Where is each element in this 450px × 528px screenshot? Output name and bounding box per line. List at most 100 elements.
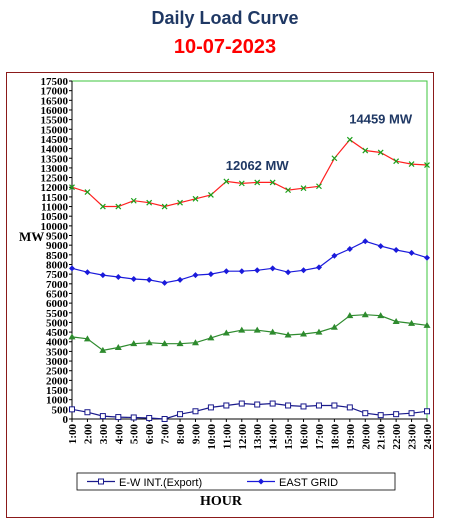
annotations: 12062 MW 14459 MW — [226, 112, 413, 173]
data-point-triangle — [114, 344, 122, 351]
data-point-square — [269, 400, 276, 407]
data-point-square — [69, 406, 75, 413]
data-point-x — [177, 199, 183, 206]
data-point-square — [315, 402, 322, 409]
data-point-triangle — [238, 326, 246, 333]
data-point-square — [331, 402, 338, 409]
data-point-x — [207, 192, 214, 198]
data-point-diamond — [84, 269, 91, 276]
x-tick-label: 18:00 — [329, 424, 341, 450]
data-point-x — [223, 178, 230, 185]
x-tick-label: 7:00 — [160, 424, 172, 445]
legend-box — [76, 472, 396, 491]
y-tick-label: 6500 — [46, 288, 69, 300]
series-line-3 — [71, 402, 428, 420]
data-point-diamond — [362, 238, 369, 245]
data-point-triangle — [176, 340, 184, 347]
data-point-triangle — [99, 346, 107, 353]
data-point-square — [377, 412, 384, 419]
y-tick-label: 4500 — [46, 327, 69, 339]
y-tick-label: 15500 — [41, 115, 69, 127]
data-point-square — [408, 410, 415, 417]
data-point-square — [192, 408, 199, 415]
legend-label: EAST GRID — [279, 477, 338, 489]
x-tick-label: 17:00 — [314, 424, 326, 450]
data-point-x — [408, 161, 415, 167]
data-point-square — [254, 401, 261, 408]
y-tick-label: 8000 — [46, 259, 69, 271]
y-tick-label: 17500 — [41, 76, 69, 88]
y-tick-label: 1500 — [46, 385, 69, 397]
x-tick-label: 16:00 — [299, 424, 311, 450]
data-point-diamond — [192, 272, 199, 279]
data-point-square — [115, 414, 122, 421]
data-point-triangle — [83, 335, 91, 342]
data-point-triangle — [423, 321, 431, 328]
data-point-x — [393, 158, 400, 165]
x-tick-label: 9:00 — [190, 424, 202, 445]
x-tick-label: 19:00 — [345, 424, 357, 450]
y-tick-label: 17000 — [41, 86, 69, 98]
data-point-triangle — [392, 317, 400, 324]
data-point-square — [300, 403, 307, 410]
data-point-triangle — [269, 328, 277, 335]
x-tick-label: 23:00 — [407, 424, 419, 450]
data-point-x — [285, 187, 292, 194]
legend: E-W INT.(Export) EAST GRID — [76, 472, 396, 491]
daily-load-chart: 0500100015002000250030003500400045005000… — [19, 76, 433, 509]
chart-title: Daily Load Curve — [151, 8, 299, 28]
data-point-x — [377, 149, 384, 156]
x-tick-label: 8:00 — [175, 424, 187, 445]
data-point-diamond — [393, 247, 400, 253]
data-point-diamond — [377, 243, 384, 250]
x-tick-label: 14:00 — [268, 424, 280, 450]
peak-annotation: 12062 MW — [226, 158, 290, 173]
x-tick-label: 22:00 — [391, 424, 403, 450]
y-tick-label: 13000 — [41, 163, 69, 175]
x-axis-label: HOUR — [200, 494, 243, 509]
data-point-diamond — [346, 246, 353, 253]
plot-area — [71, 80, 428, 420]
data-point-triangle — [284, 331, 292, 338]
data-point-triangle — [408, 319, 416, 326]
data-point-triangle — [207, 334, 215, 341]
data-point-square — [207, 404, 214, 411]
data-point-diamond — [130, 275, 137, 282]
y-tick-label: 2500 — [46, 366, 69, 378]
legend-swatch-square — [98, 478, 104, 485]
data-point-diamond — [285, 269, 292, 276]
data-point-x — [161, 203, 168, 210]
y-tick-label: 16500 — [41, 95, 69, 107]
data-point-x — [115, 203, 122, 210]
legend-swatch-diamond — [258, 478, 264, 485]
data-point-diamond — [315, 264, 322, 271]
y-tick-label: 11500 — [41, 192, 68, 204]
data-point-triangle — [191, 339, 199, 346]
data-point-diamond — [424, 254, 430, 261]
data-point-triangle — [300, 330, 308, 337]
series-markers — [68, 136, 431, 422]
x-tick-label: 6:00 — [144, 424, 156, 445]
data-point-x — [130, 197, 137, 204]
x-tick-label: 10:00 — [206, 424, 218, 450]
data-point-square — [238, 400, 245, 407]
data-point-square — [362, 410, 369, 417]
chart-frame: 0 500 1000 1500 2000 2500 3000 3500 4000 4500 5000… — [6, 72, 434, 518]
y-tick-label: 15000 — [41, 124, 69, 136]
data-point-diamond — [223, 268, 230, 275]
y-tick-label: 11000 — [41, 202, 68, 214]
data-point-x — [69, 184, 75, 191]
data-point-square — [285, 402, 292, 409]
y-tick-label: 4000 — [46, 337, 69, 349]
data-point-square — [424, 408, 430, 415]
x-tick-label: 24:00 — [422, 424, 433, 450]
data-point-diamond — [115, 274, 122, 281]
series-line-1 — [71, 240, 428, 284]
series-line-2 — [71, 314, 428, 352]
x-tick-label: 5:00 — [129, 424, 141, 445]
data-point-x — [146, 199, 153, 206]
y-tick-label: 1000 — [46, 395, 69, 407]
y-tick-label: 10500 — [41, 211, 69, 223]
data-point-square — [223, 402, 230, 409]
y-ticks: 0500100015002000250030003500400045005000… — [41, 76, 72, 426]
